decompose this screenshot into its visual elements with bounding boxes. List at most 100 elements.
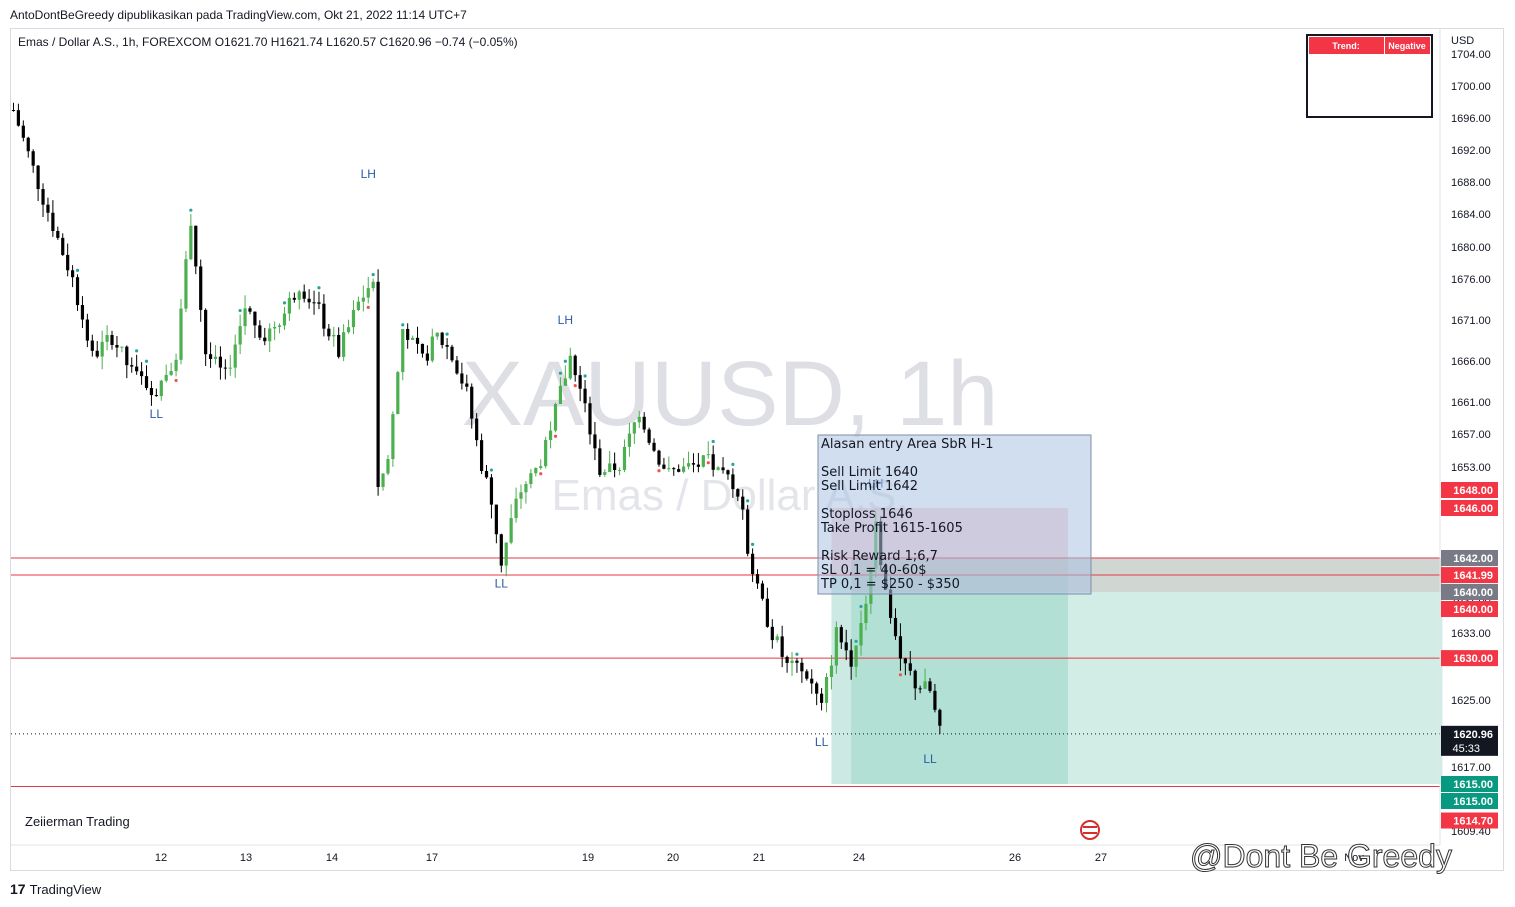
candle-body[interactable] bbox=[558, 385, 563, 404]
candle-body[interactable] bbox=[499, 534, 503, 566]
candle-body[interactable] bbox=[928, 681, 932, 691]
candle-body[interactable] bbox=[120, 346, 124, 348]
candle-body[interactable] bbox=[194, 225, 198, 267]
candle-body[interactable] bbox=[755, 574, 760, 584]
candle-body[interactable] bbox=[189, 225, 193, 260]
candle-body[interactable] bbox=[273, 326, 277, 329]
candle-body[interactable] bbox=[105, 335, 109, 342]
candle-body[interactable] bbox=[642, 416, 646, 430]
candle-body[interactable] bbox=[376, 281, 380, 487]
candle-body[interactable] bbox=[504, 542, 508, 566]
candle-body[interactable] bbox=[780, 636, 784, 657]
candle-body[interactable] bbox=[785, 656, 789, 663]
candle-body[interactable] bbox=[588, 403, 592, 435]
candle-body[interactable] bbox=[568, 355, 572, 379]
candle-body[interactable] bbox=[849, 650, 853, 667]
candle-body[interactable] bbox=[41, 189, 45, 205]
candle-body[interactable] bbox=[672, 468, 676, 470]
candle-body[interactable] bbox=[238, 326, 242, 345]
candle-body[interactable] bbox=[169, 371, 173, 375]
candle-body[interactable] bbox=[465, 383, 469, 387]
candle-body[interactable] bbox=[356, 301, 360, 311]
target-zone-2[interactable] bbox=[851, 558, 1443, 784]
candle-body[interactable] bbox=[593, 434, 597, 449]
candle-body[interactable] bbox=[277, 325, 282, 327]
candle-body[interactable] bbox=[544, 440, 548, 467]
candle-body[interactable] bbox=[425, 353, 429, 361]
candle-body[interactable] bbox=[287, 297, 292, 314]
candle-body[interactable] bbox=[204, 309, 208, 355]
candle-body[interactable] bbox=[144, 376, 149, 389]
candle-body[interactable] bbox=[223, 367, 227, 369]
price-label-bg[interactable] bbox=[1441, 601, 1498, 617]
candle-body[interactable] bbox=[741, 496, 745, 510]
candle-body[interactable] bbox=[139, 371, 144, 377]
candle-body[interactable] bbox=[470, 386, 474, 419]
candle-body[interactable] bbox=[228, 367, 232, 369]
candle-body[interactable] bbox=[184, 259, 188, 309]
candle-body[interactable] bbox=[100, 341, 104, 357]
candle-body[interactable] bbox=[36, 165, 40, 190]
candle-body[interactable] bbox=[514, 498, 518, 519]
price-label-bg[interactable] bbox=[1441, 550, 1498, 566]
candle-body[interactable] bbox=[888, 589, 893, 618]
candle-body[interactable] bbox=[351, 310, 356, 328]
candle-body[interactable] bbox=[529, 473, 533, 484]
candle-body[interactable] bbox=[479, 440, 484, 471]
candle-body[interactable] bbox=[56, 230, 60, 238]
candle-body[interactable] bbox=[149, 388, 154, 396]
price-label-bg[interactable] bbox=[1441, 812, 1498, 829]
note-box[interactable] bbox=[817, 434, 1092, 595]
price-label-bg[interactable] bbox=[1441, 567, 1498, 584]
candle-body[interactable] bbox=[854, 645, 858, 667]
candle-body[interactable] bbox=[445, 345, 449, 347]
price-label-bg[interactable] bbox=[1441, 725, 1498, 756]
candle-body[interactable] bbox=[396, 372, 400, 415]
price-label-bg[interactable] bbox=[1441, 482, 1498, 498]
candle-body[interactable] bbox=[440, 332, 444, 346]
candle-body[interactable] bbox=[258, 325, 262, 338]
candle-body[interactable] bbox=[627, 433, 632, 447]
us-flag-icon[interactable] bbox=[1080, 820, 1100, 840]
candle-body[interactable] bbox=[608, 463, 612, 473]
candle-body[interactable] bbox=[726, 470, 730, 475]
candle-body[interactable] bbox=[908, 663, 912, 671]
candle-body[interactable] bbox=[51, 212, 55, 231]
candle-body[interactable] bbox=[913, 670, 917, 689]
candle-body[interactable] bbox=[337, 334, 341, 357]
candle-body[interactable] bbox=[760, 583, 765, 599]
candle-body[interactable] bbox=[933, 690, 937, 710]
candle-body[interactable] bbox=[391, 414, 395, 460]
candle-body[interactable] bbox=[218, 356, 223, 368]
candle-body[interactable] bbox=[85, 319, 89, 341]
candle-body[interactable] bbox=[598, 448, 602, 475]
candle-body[interactable] bbox=[548, 430, 553, 441]
candle-body[interactable] bbox=[632, 422, 636, 434]
candle-body[interactable] bbox=[420, 343, 425, 354]
candle-body[interactable] bbox=[795, 660, 799, 663]
candle-body[interactable] bbox=[682, 466, 686, 472]
candle-body[interactable] bbox=[208, 354, 213, 359]
candle-body[interactable] bbox=[297, 291, 301, 300]
candle-body[interactable] bbox=[130, 365, 134, 367]
candle-body[interactable] bbox=[90, 340, 94, 351]
candle-body[interactable] bbox=[603, 472, 607, 475]
candle-body[interactable] bbox=[292, 297, 296, 300]
candle-body[interactable] bbox=[26, 137, 30, 152]
candle-body[interactable] bbox=[553, 403, 558, 431]
candle-body[interactable] bbox=[898, 636, 903, 659]
candle-body[interactable] bbox=[844, 642, 848, 651]
candle-body[interactable] bbox=[903, 658, 907, 664]
candle-body[interactable] bbox=[805, 671, 809, 679]
candle-body[interactable] bbox=[677, 469, 681, 472]
candle-body[interactable] bbox=[716, 467, 720, 470]
price-label-bg[interactable] bbox=[1441, 584, 1498, 600]
candle-body[interactable] bbox=[617, 469, 622, 471]
candle-body[interactable] bbox=[159, 380, 163, 397]
candle-body[interactable] bbox=[125, 346, 129, 366]
candle-body[interactable] bbox=[839, 627, 843, 643]
candle-body[interactable] bbox=[731, 474, 735, 490]
candle-body[interactable] bbox=[824, 676, 829, 703]
candle-body[interactable] bbox=[268, 328, 272, 342]
candle-body[interactable] bbox=[790, 660, 794, 663]
